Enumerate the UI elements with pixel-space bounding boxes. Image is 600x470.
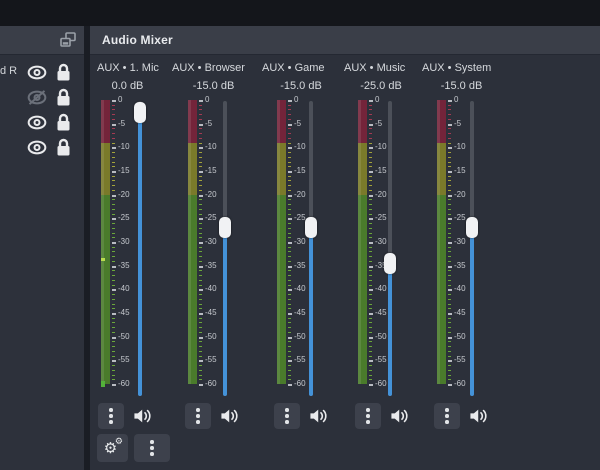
source-row bbox=[0, 85, 84, 110]
channel-buttons bbox=[355, 403, 410, 429]
slider-fill bbox=[138, 112, 142, 396]
channel-buttons bbox=[98, 403, 153, 429]
overlapping-panes-icon[interactable] bbox=[58, 30, 78, 50]
channel-menu-button[interactable] bbox=[185, 403, 211, 429]
small-gear-icon: ⚙ bbox=[114, 436, 123, 446]
volume-meter: 0 -5 -10 -15 -20 -25 -30 -35 -40 -45 -50 -55 -60 bbox=[358, 96, 392, 390]
channel-volume-value: -15.0 dB bbox=[440, 80, 483, 92]
audio-mixer-header[interactable]: Audio Mixer bbox=[90, 26, 600, 55]
volume-slider[interactable] bbox=[384, 99, 396, 399]
mixer-channel: AUX • Game -15.0 dB 0 -5 -10 -15 -20 -25 -30 -3… bbox=[262, 62, 344, 436]
advanced-audio-settings-button[interactable]: ⚙ ⚙ bbox=[97, 434, 128, 462]
lock-icon bbox=[57, 88, 70, 106]
channel-name: AUX • Game bbox=[262, 62, 325, 74]
mixer-channel: AUX • Music -25.0 dB 0 -5 -10 -15 -20 -25 -30-… bbox=[344, 62, 422, 436]
sources-panel: d R bbox=[0, 26, 84, 470]
eye-icon bbox=[27, 115, 47, 130]
source-lock-toggle[interactable] bbox=[55, 138, 72, 157]
volume-slider[interactable] bbox=[219, 99, 231, 399]
channel-menu-button[interactable] bbox=[434, 403, 460, 429]
mixer-menu-button[interactable] bbox=[134, 434, 170, 462]
slider-fill bbox=[388, 263, 392, 396]
channel-name: AUX • Browser bbox=[172, 62, 245, 74]
mixer-channel: AUX • 1. Mic 0.0 dB 0 -5 -10 -15 -20 -25 -30 -3… bbox=[97, 62, 172, 436]
mute-button[interactable] bbox=[307, 405, 329, 427]
source-visibility-toggle[interactable] bbox=[27, 64, 47, 81]
channel-volume-value: -25.0 dB bbox=[360, 80, 402, 92]
channel-name: AUX • System bbox=[422, 62, 492, 74]
volume-slider[interactable] bbox=[305, 99, 317, 399]
slider-track[interactable] bbox=[388, 101, 392, 396]
channel-volume-value: -15.0 dB bbox=[280, 80, 322, 92]
slider-fill bbox=[309, 227, 313, 396]
speaker-icon bbox=[390, 409, 408, 423]
slider-fill bbox=[470, 227, 474, 396]
speaker-icon bbox=[469, 409, 487, 423]
slider-handle[interactable] bbox=[384, 252, 396, 274]
slider-handle[interactable] bbox=[305, 217, 317, 239]
slider-handle[interactable] bbox=[466, 217, 478, 239]
volume-meter: 0 -5 -10 -15 -20 -25 -30 -35 -40 -45 -50 -55 -60 bbox=[188, 96, 222, 390]
channel-menu-button[interactable] bbox=[355, 403, 381, 429]
mute-button[interactable] bbox=[218, 405, 240, 427]
channel-buttons bbox=[434, 403, 489, 429]
lock-icon bbox=[57, 63, 70, 81]
channel-menu-button[interactable] bbox=[274, 403, 300, 429]
volume-meter: 0 -5 -10 -15 -20 -25 -30 -35 -40 -45 -50 -55 -60 bbox=[101, 96, 135, 390]
source-row: d R bbox=[0, 60, 84, 85]
audio-mixer-panel: Audio Mixer AUX • 1. Mic 0.0 dB 0 -5 -10 -1… bbox=[90, 26, 600, 470]
source-lock-toggle[interactable] bbox=[55, 63, 72, 82]
mute-button[interactable] bbox=[388, 405, 410, 427]
source-lock-toggle[interactable] bbox=[55, 88, 72, 107]
channel-buttons bbox=[185, 403, 240, 429]
mixer-footer: ⚙ ⚙ bbox=[97, 434, 170, 462]
panel-divider[interactable] bbox=[84, 26, 90, 470]
gear-icon: ⚙ bbox=[103, 439, 118, 457]
volume-meter: 0 -5 -10 -15 -20 -25 -30 -35 -40 -45 -50 -55 -60 bbox=[437, 96, 471, 390]
panel-title: Audio Mixer bbox=[102, 33, 173, 47]
source-visibility-toggle[interactable] bbox=[27, 114, 47, 131]
source-row bbox=[0, 135, 84, 160]
mute-button[interactable] bbox=[467, 405, 489, 427]
source-visibility-toggle[interactable] bbox=[27, 139, 47, 156]
kebab-menu-icon bbox=[150, 440, 154, 456]
mixer-channels: AUX • 1. Mic 0.0 dB 0 -5 -10 -15 -20 -25 -30 -3… bbox=[97, 62, 500, 436]
speaker-icon bbox=[309, 409, 327, 423]
kebab-menu-icon bbox=[366, 408, 370, 424]
mixer-channel: AUX • System -15.0 dB 0 -5 -10 -15 -20 -25 -30… bbox=[422, 62, 500, 436]
volume-meter: 0 -5 -10 -15 -20 -25 -30 -35 -40 -45 -50 -55 -60 bbox=[277, 96, 311, 390]
volume-slider[interactable] bbox=[466, 99, 478, 399]
source-visibility-toggle[interactable] bbox=[27, 89, 47, 106]
kebab-menu-icon bbox=[109, 408, 113, 424]
source-rows: d R bbox=[0, 55, 84, 160]
channel-menu-button[interactable] bbox=[98, 403, 124, 429]
channel-volume-value: -15.0 dB bbox=[192, 80, 235, 92]
channel-volume-value: 0.0 dB bbox=[111, 80, 144, 92]
speaker-icon bbox=[133, 409, 151, 423]
kebab-menu-icon bbox=[196, 408, 200, 424]
source-row bbox=[0, 110, 84, 135]
channel-buttons bbox=[274, 403, 329, 429]
eye-off-icon bbox=[27, 90, 47, 105]
lock-icon bbox=[57, 113, 70, 131]
mixer-channel: AUX • Browser -15.0 dB 0 -5 -10 -15 -20 -25 -3… bbox=[172, 62, 262, 436]
slider-handle[interactable] bbox=[219, 217, 231, 239]
eye-icon bbox=[27, 65, 47, 80]
source-label: d R bbox=[0, 65, 18, 77]
slider-handle[interactable] bbox=[134, 102, 146, 124]
kebab-menu-icon bbox=[285, 408, 289, 424]
lock-icon bbox=[57, 138, 70, 156]
volume-slider[interactable] bbox=[134, 99, 146, 399]
channel-name: AUX • Music bbox=[344, 62, 406, 74]
kebab-menu-icon bbox=[445, 408, 449, 424]
speaker-icon bbox=[220, 409, 238, 423]
source-lock-toggle[interactable] bbox=[55, 113, 72, 132]
eye-icon bbox=[27, 140, 47, 155]
sources-panel-header bbox=[0, 26, 84, 55]
channel-name: AUX • 1. Mic bbox=[97, 62, 159, 74]
mute-button[interactable] bbox=[131, 405, 153, 427]
slider-fill bbox=[223, 227, 227, 396]
